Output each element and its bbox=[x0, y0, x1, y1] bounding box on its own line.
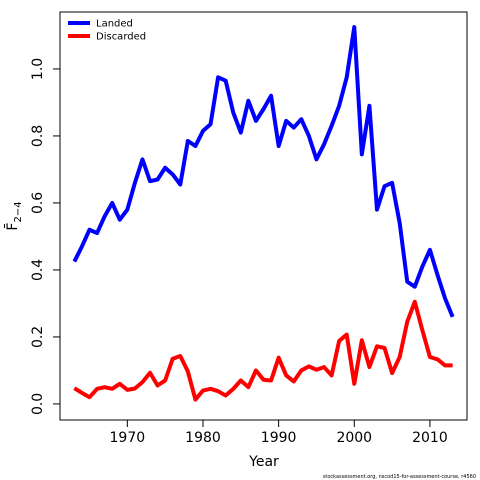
series-line bbox=[72, 25, 455, 318]
x-tick-label: 1970 bbox=[110, 430, 146, 446]
x-tick-label: 1990 bbox=[261, 430, 297, 446]
x-tick-label: 1980 bbox=[185, 430, 221, 446]
x-axis-label: Year bbox=[248, 454, 279, 470]
y-tick-label: 1.0 bbox=[30, 58, 46, 80]
y-tick-label: 0.0 bbox=[30, 393, 46, 415]
legend-label: Discarded bbox=[96, 32, 146, 43]
legend-label: Landed bbox=[96, 19, 133, 30]
footnote: stockassessment.org, nscod15-for-assessm… bbox=[323, 474, 476, 480]
y-axis-label: F̄2−4 bbox=[3, 201, 24, 230]
plot-box bbox=[59, 11, 468, 421]
y-tick-label: 0.6 bbox=[30, 192, 46, 214]
x-tick-label: 2000 bbox=[336, 430, 372, 446]
y-tick-label: 0.2 bbox=[30, 326, 46, 348]
x-tick-label: 2010 bbox=[412, 430, 448, 446]
series-line bbox=[73, 299, 453, 402]
y-tick-label: 0.4 bbox=[30, 259, 46, 281]
y-tick-label: 0.8 bbox=[30, 125, 46, 147]
